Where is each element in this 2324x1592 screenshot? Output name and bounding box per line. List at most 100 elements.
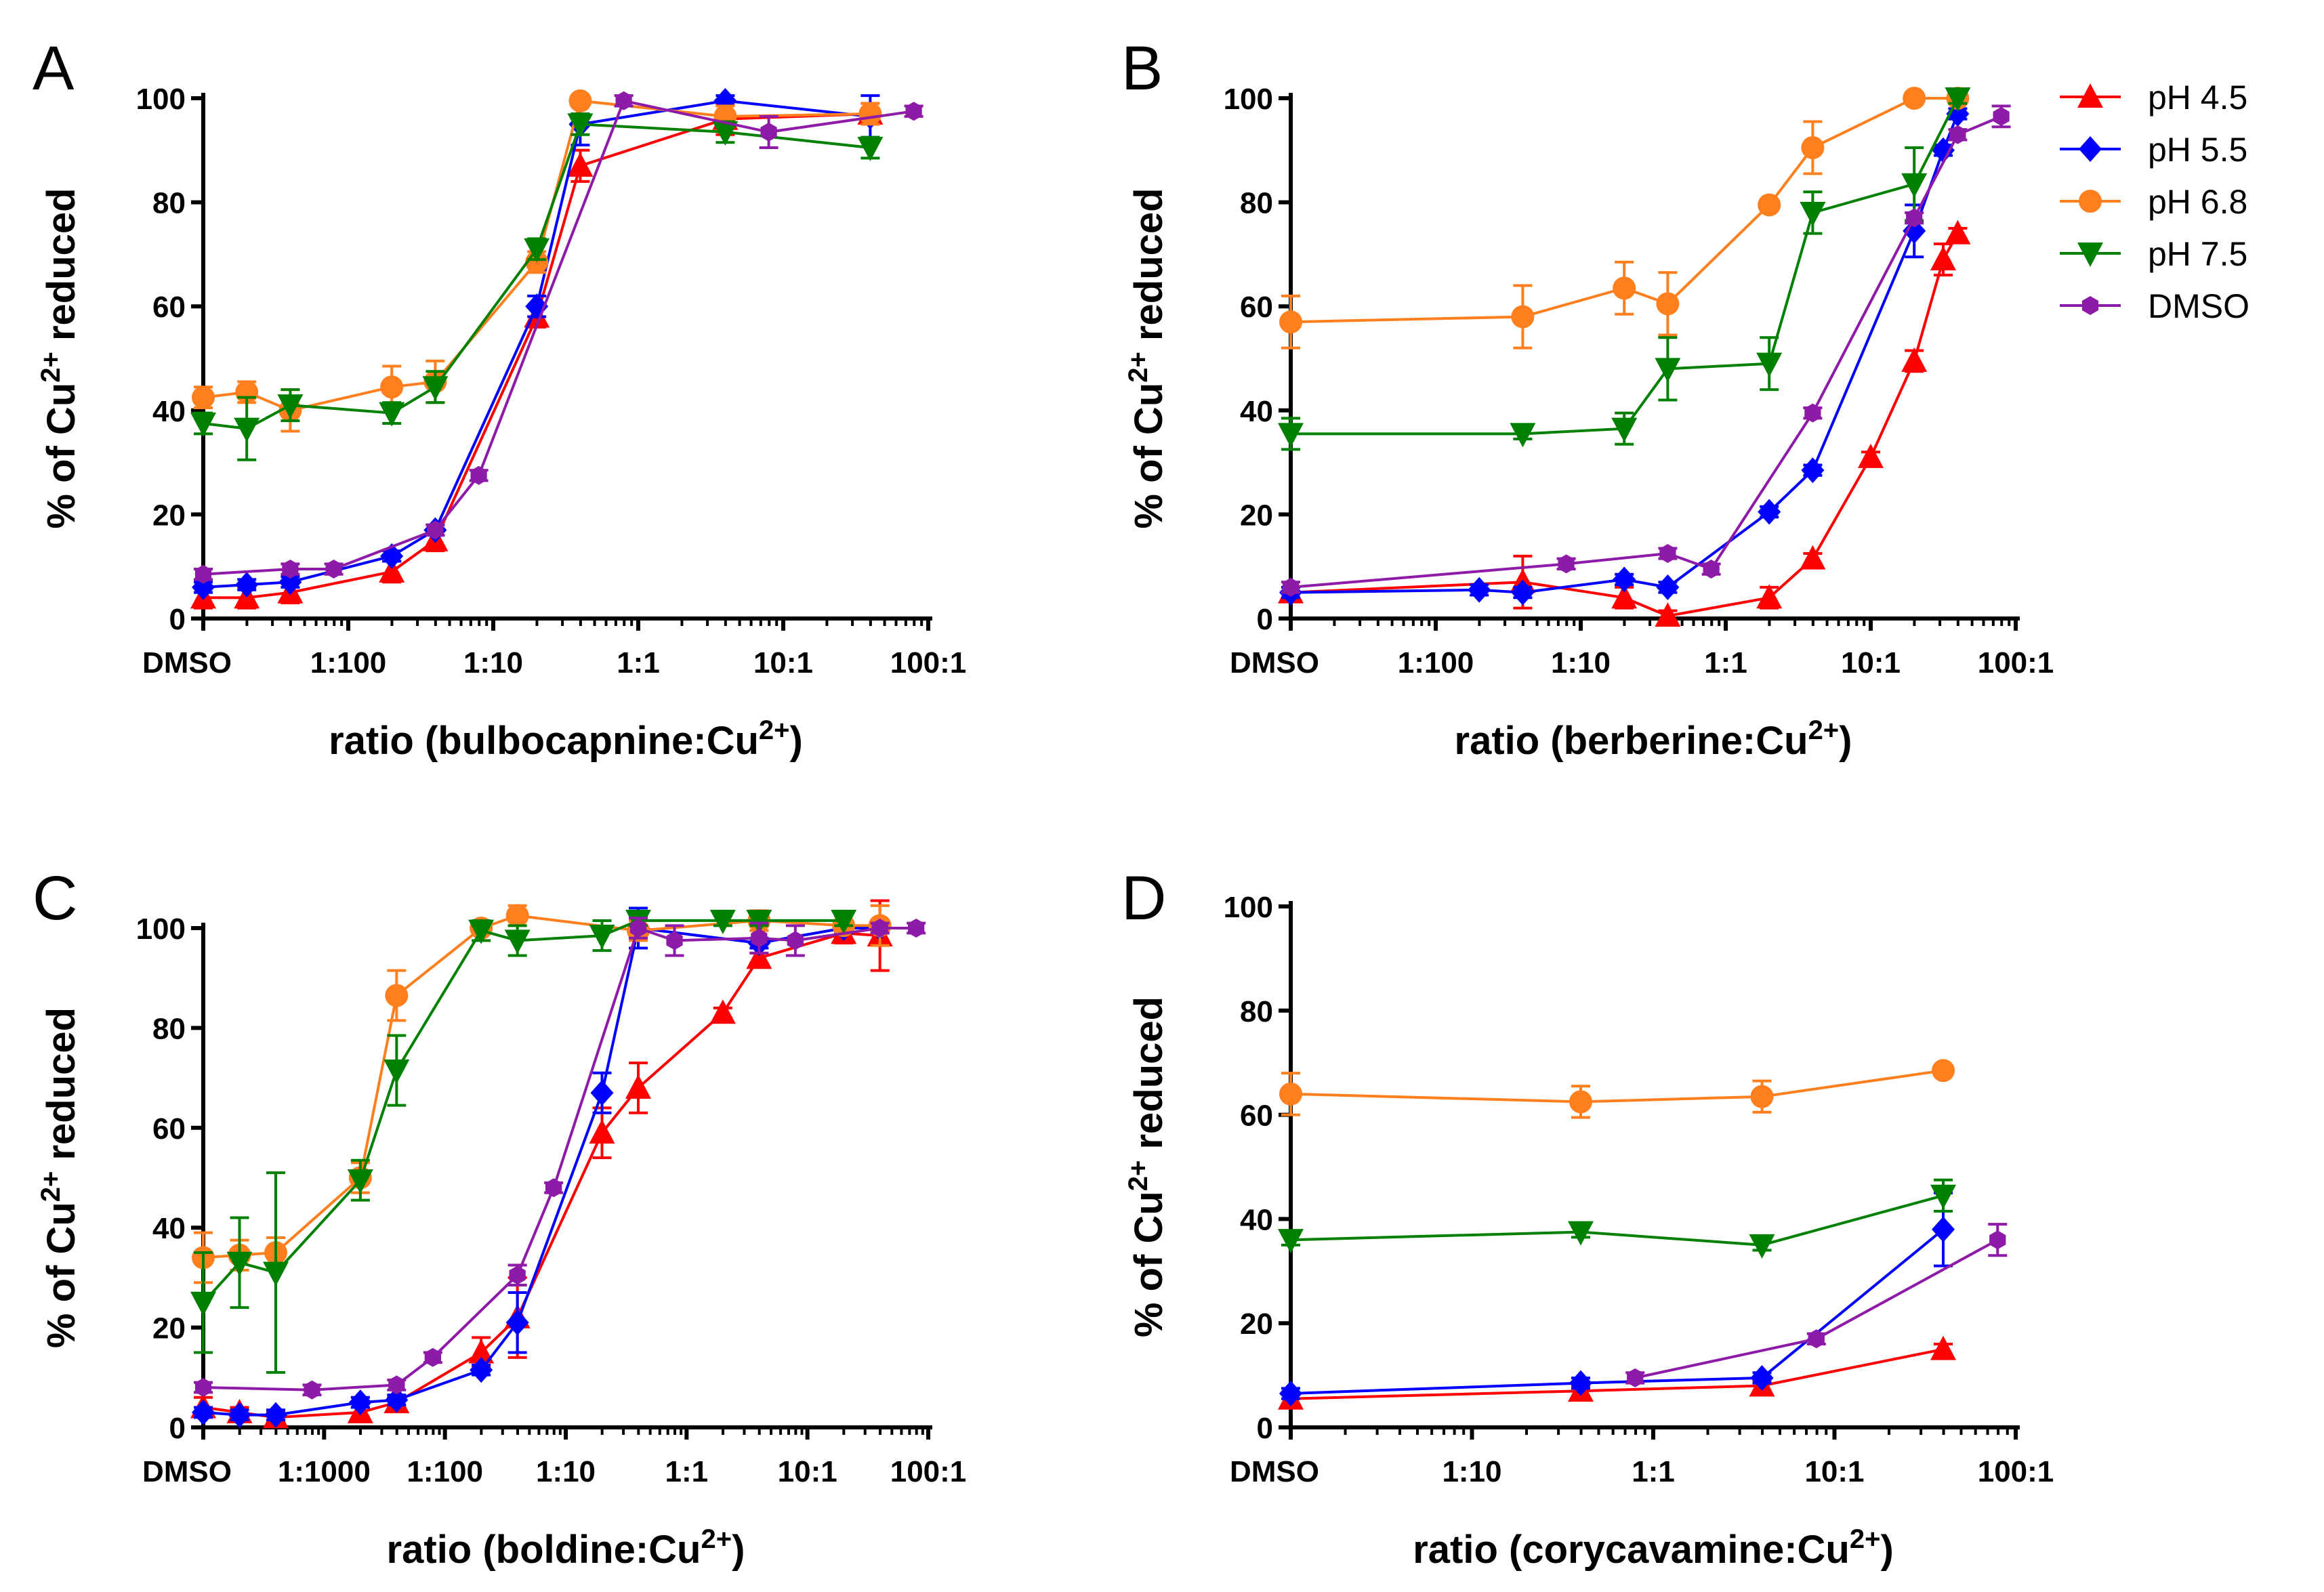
data-point xyxy=(568,89,592,112)
series-ph-5-5 xyxy=(192,906,892,1428)
y-tick-label: 0 xyxy=(169,1412,186,1445)
data-point xyxy=(1989,1230,2006,1250)
y-tick-label: 60 xyxy=(152,1112,186,1146)
legend-item: pH 5.5 xyxy=(2060,131,2247,169)
x-tick-label: 1:1000 xyxy=(278,1455,371,1488)
y-tick-label: 60 xyxy=(1240,1099,1273,1133)
legend-label: pH 4.5 xyxy=(2148,79,2247,117)
data-point xyxy=(380,375,404,399)
series-line xyxy=(1290,1069,1944,1104)
data-point xyxy=(831,909,857,934)
series-line xyxy=(203,99,914,576)
x-tick-label: 10:1 xyxy=(753,646,813,679)
data-point xyxy=(1932,137,1955,163)
legend-item: pH 6.8 xyxy=(2060,183,2247,221)
legend-item: pH 7.5 xyxy=(2060,235,2247,273)
data-point xyxy=(1279,1082,1302,1106)
data-point xyxy=(385,984,409,1007)
series-ph-5-5 xyxy=(1279,1191,1955,1407)
data-point xyxy=(470,1357,493,1383)
data-point xyxy=(545,1178,562,1198)
data-point xyxy=(1750,1364,1774,1391)
data-point xyxy=(379,558,405,583)
y-tick-label: 20 xyxy=(152,499,186,532)
series-line xyxy=(203,926,917,1391)
legend-label: pH 5.5 xyxy=(2148,131,2247,169)
y-tick-label: 60 xyxy=(152,291,186,324)
data-point xyxy=(325,560,342,579)
data-point xyxy=(1930,1184,1956,1209)
x-tick-label: DMSO xyxy=(142,646,232,679)
x-tick-label: 1:10 xyxy=(463,646,523,679)
series-ph-7-5 xyxy=(190,909,857,1374)
panel-letter: A xyxy=(33,34,75,103)
panel-a: A 0 20 40 60 80 100 DMSO 1:100 1:10 1:1 10:1 100:1 ra… xyxy=(33,34,966,763)
legend-marker xyxy=(2081,296,2099,315)
series-dmso xyxy=(1625,1223,2008,1387)
data-point xyxy=(1656,574,1680,600)
series-line xyxy=(1290,1347,1944,1400)
data-point xyxy=(1932,1059,1955,1083)
x-tick-label: 1:1 xyxy=(1704,646,1747,679)
series-line xyxy=(203,99,871,589)
data-point xyxy=(1568,1221,1594,1246)
data-point xyxy=(1613,566,1636,593)
panel-letter: B xyxy=(1121,34,1163,103)
data-point xyxy=(504,929,531,955)
x-tick-label: 1:1 xyxy=(1632,1455,1675,1488)
series-dmso xyxy=(194,917,926,1400)
x-axis-title: ratio (bulbocapnine:Cu2+) xyxy=(329,715,803,763)
series-line xyxy=(1290,1194,1944,1247)
y-tick-label: 80 xyxy=(1240,187,1273,220)
series-line xyxy=(1290,115,2002,589)
data-point xyxy=(1279,1381,1302,1407)
data-point xyxy=(1800,201,1826,226)
y-tick-label: 40 xyxy=(1240,1203,1273,1236)
data-point xyxy=(388,1375,405,1395)
panel-b: B 0 20 40 60 80 100 DMSO 1:100 1:10 1:1 10:1 100:1 ra… xyxy=(1121,34,2054,763)
data-point xyxy=(1569,1370,1592,1396)
series-ph-5-5 xyxy=(1279,101,1970,606)
data-point xyxy=(1901,347,1928,372)
data-point xyxy=(348,1389,372,1416)
data-point xyxy=(190,1291,216,1316)
y-tick-label: 20 xyxy=(1240,1307,1273,1341)
data-point xyxy=(1656,292,1680,316)
data-point xyxy=(422,376,449,401)
data-point xyxy=(424,1347,441,1367)
series-ph-6-8 xyxy=(1279,1059,1955,1119)
series-ph-7-5 xyxy=(190,112,884,461)
data-point xyxy=(470,465,487,485)
data-point xyxy=(1903,87,1926,110)
data-point xyxy=(277,394,304,419)
data-point xyxy=(234,417,260,442)
y-axis-title: % of Cu2+ reduced xyxy=(1123,997,1171,1337)
y-tick-label: 40 xyxy=(152,1212,186,1245)
series-line xyxy=(203,123,871,430)
legend: pH 4.5 pH 5.5 pH 6.8 pH 7.5 DMSO xyxy=(2060,79,2249,325)
data-point xyxy=(524,238,550,263)
panel-letter: D xyxy=(1121,864,1166,933)
data-point xyxy=(1808,1329,1825,1349)
y-tick-label: 100 xyxy=(1224,891,1273,924)
x-axis-title: ratio (corycavamine:Cu2+) xyxy=(1413,1524,1894,1572)
data-point xyxy=(385,1387,409,1413)
legend-item: pH 4.5 xyxy=(2060,79,2247,117)
x-tick-label: 100:1 xyxy=(890,646,967,679)
x-axis-title: ratio (berberine:Cu2+) xyxy=(1455,715,1852,763)
y-tick-label: 40 xyxy=(1240,395,1273,428)
data-point xyxy=(1756,584,1783,609)
y-tick-label: 100 xyxy=(136,913,186,946)
data-point xyxy=(629,919,647,938)
data-point xyxy=(1278,423,1304,448)
data-point xyxy=(1279,310,1302,334)
data-point xyxy=(858,102,882,126)
data-point xyxy=(1930,1335,1956,1360)
data-point xyxy=(194,564,212,584)
data-point xyxy=(1511,579,1535,606)
data-point xyxy=(192,1399,215,1425)
panel-d: D 0 20 40 60 80 100 DMSO 1:10 1:1 10:1 100:1 ratio (… xyxy=(1121,864,2054,1572)
data-point xyxy=(1558,554,1575,574)
data-point xyxy=(1655,358,1681,383)
data-point xyxy=(1801,457,1825,484)
